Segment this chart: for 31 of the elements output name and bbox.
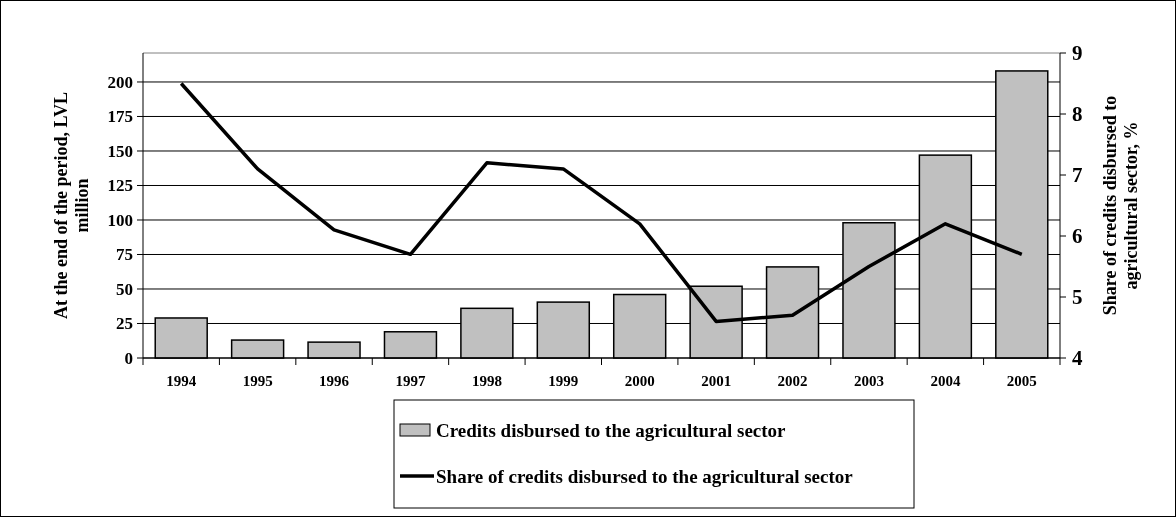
y-tick-label: 150: [107, 141, 133, 161]
x-tick-label: 2003: [853, 373, 884, 389]
y2-tick-label: 6: [1072, 224, 1083, 249]
y-tick-label: 75: [116, 245, 133, 265]
y-tick-label: 200: [107, 72, 133, 92]
legend-label: Share of credits disbursed to the agricultural sector: [436, 465, 854, 487]
x-tick-label: 1997: [395, 373, 426, 389]
y-axis-title: At the end of the period, LVL million: [51, 92, 93, 319]
x-tick-label: 2000: [624, 373, 655, 389]
y-tick-label: 100: [107, 210, 133, 230]
y2-tick-label: 5: [1072, 285, 1083, 310]
y-tick-label: 25: [116, 314, 133, 334]
x-tick-label: 1999: [548, 373, 579, 389]
x-tick-label: 2002: [777, 373, 808, 389]
y2-tick-label: 4: [1072, 346, 1083, 371]
x-tick-label: 1998: [471, 373, 502, 389]
y2-tick-label: 7: [1072, 163, 1083, 188]
x-tick-label: 2001: [701, 373, 732, 389]
y2-tick-label: 9: [1072, 41, 1083, 66]
legend-label: Credits disbursed to the agricultural sector: [436, 419, 787, 441]
x-tick-label: 1996: [319, 373, 350, 389]
x-tick-label: 1994: [166, 373, 197, 389]
y-tick-label: 175: [107, 107, 133, 127]
y2-tick-label: 8: [1072, 102, 1083, 127]
y2-axis-title: Share of credits disbursed to agricultural sector, %: [1100, 95, 1142, 316]
y-tick-label: 0: [124, 348, 133, 368]
y-tick-label: 125: [107, 176, 133, 196]
x-tick-label: 2005: [1006, 373, 1037, 389]
x-tick-label: 1995: [242, 373, 273, 389]
x-tick-label: 2004: [930, 373, 961, 389]
y-tick-label: 50: [116, 279, 133, 299]
